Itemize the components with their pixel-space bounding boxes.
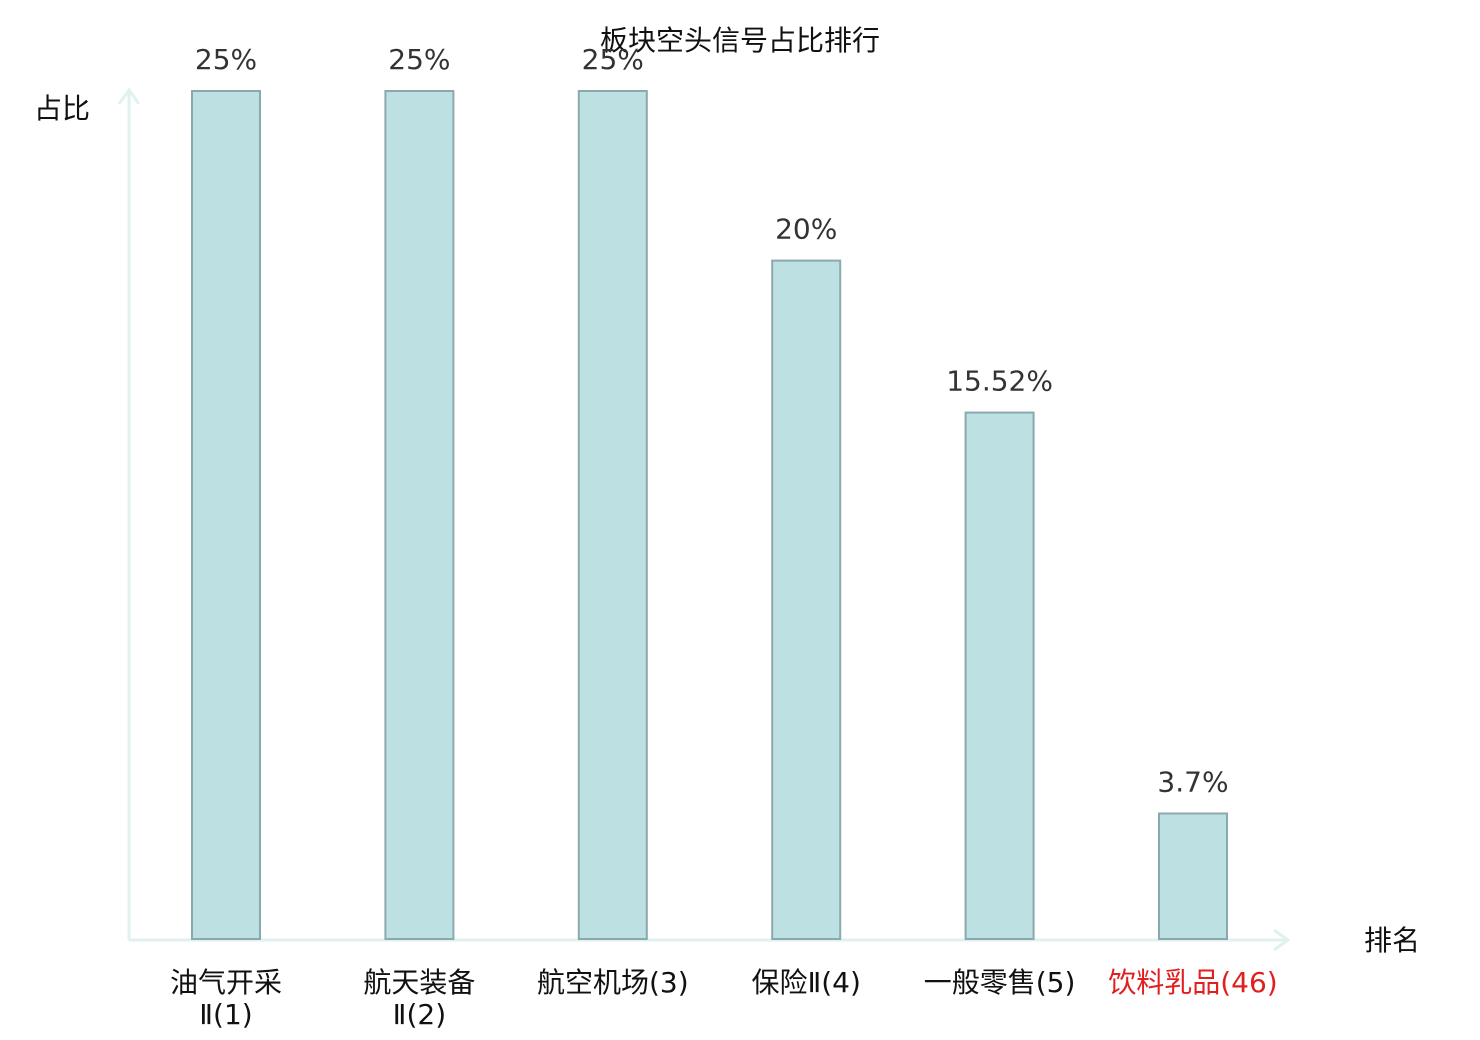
x-tick-label: 一般零售(5) [924,966,1076,999]
value-label: 25% [388,43,450,76]
bar [964,411,1035,941]
x-tick-label: 保险Ⅱ(4) [751,966,860,999]
x-tick-label: 航空机场(3) [537,966,689,999]
x-axis-label: 排名 [1364,924,1420,957]
bar [384,90,455,940]
value-label: 25% [582,43,644,76]
value-label: 3.7% [1157,765,1228,798]
bar [577,90,648,940]
value-label: 25% [195,43,257,76]
value-label: 15.52% [946,365,1053,398]
bar [771,259,842,941]
axes [117,87,1291,952]
x-tick-label: 航天装备 Ⅱ(2) [363,966,475,1031]
y-axis-label: 占比 [34,92,90,125]
x-tick-label: 饮料乳品(46) [1108,966,1277,999]
value-label: 20% [775,213,837,246]
bar [1158,812,1228,940]
chart-title: 板块空头信号占比排行 [600,24,880,57]
bar [191,90,261,940]
x-tick-label: 油气开采 Ⅱ(1) [170,966,282,1031]
